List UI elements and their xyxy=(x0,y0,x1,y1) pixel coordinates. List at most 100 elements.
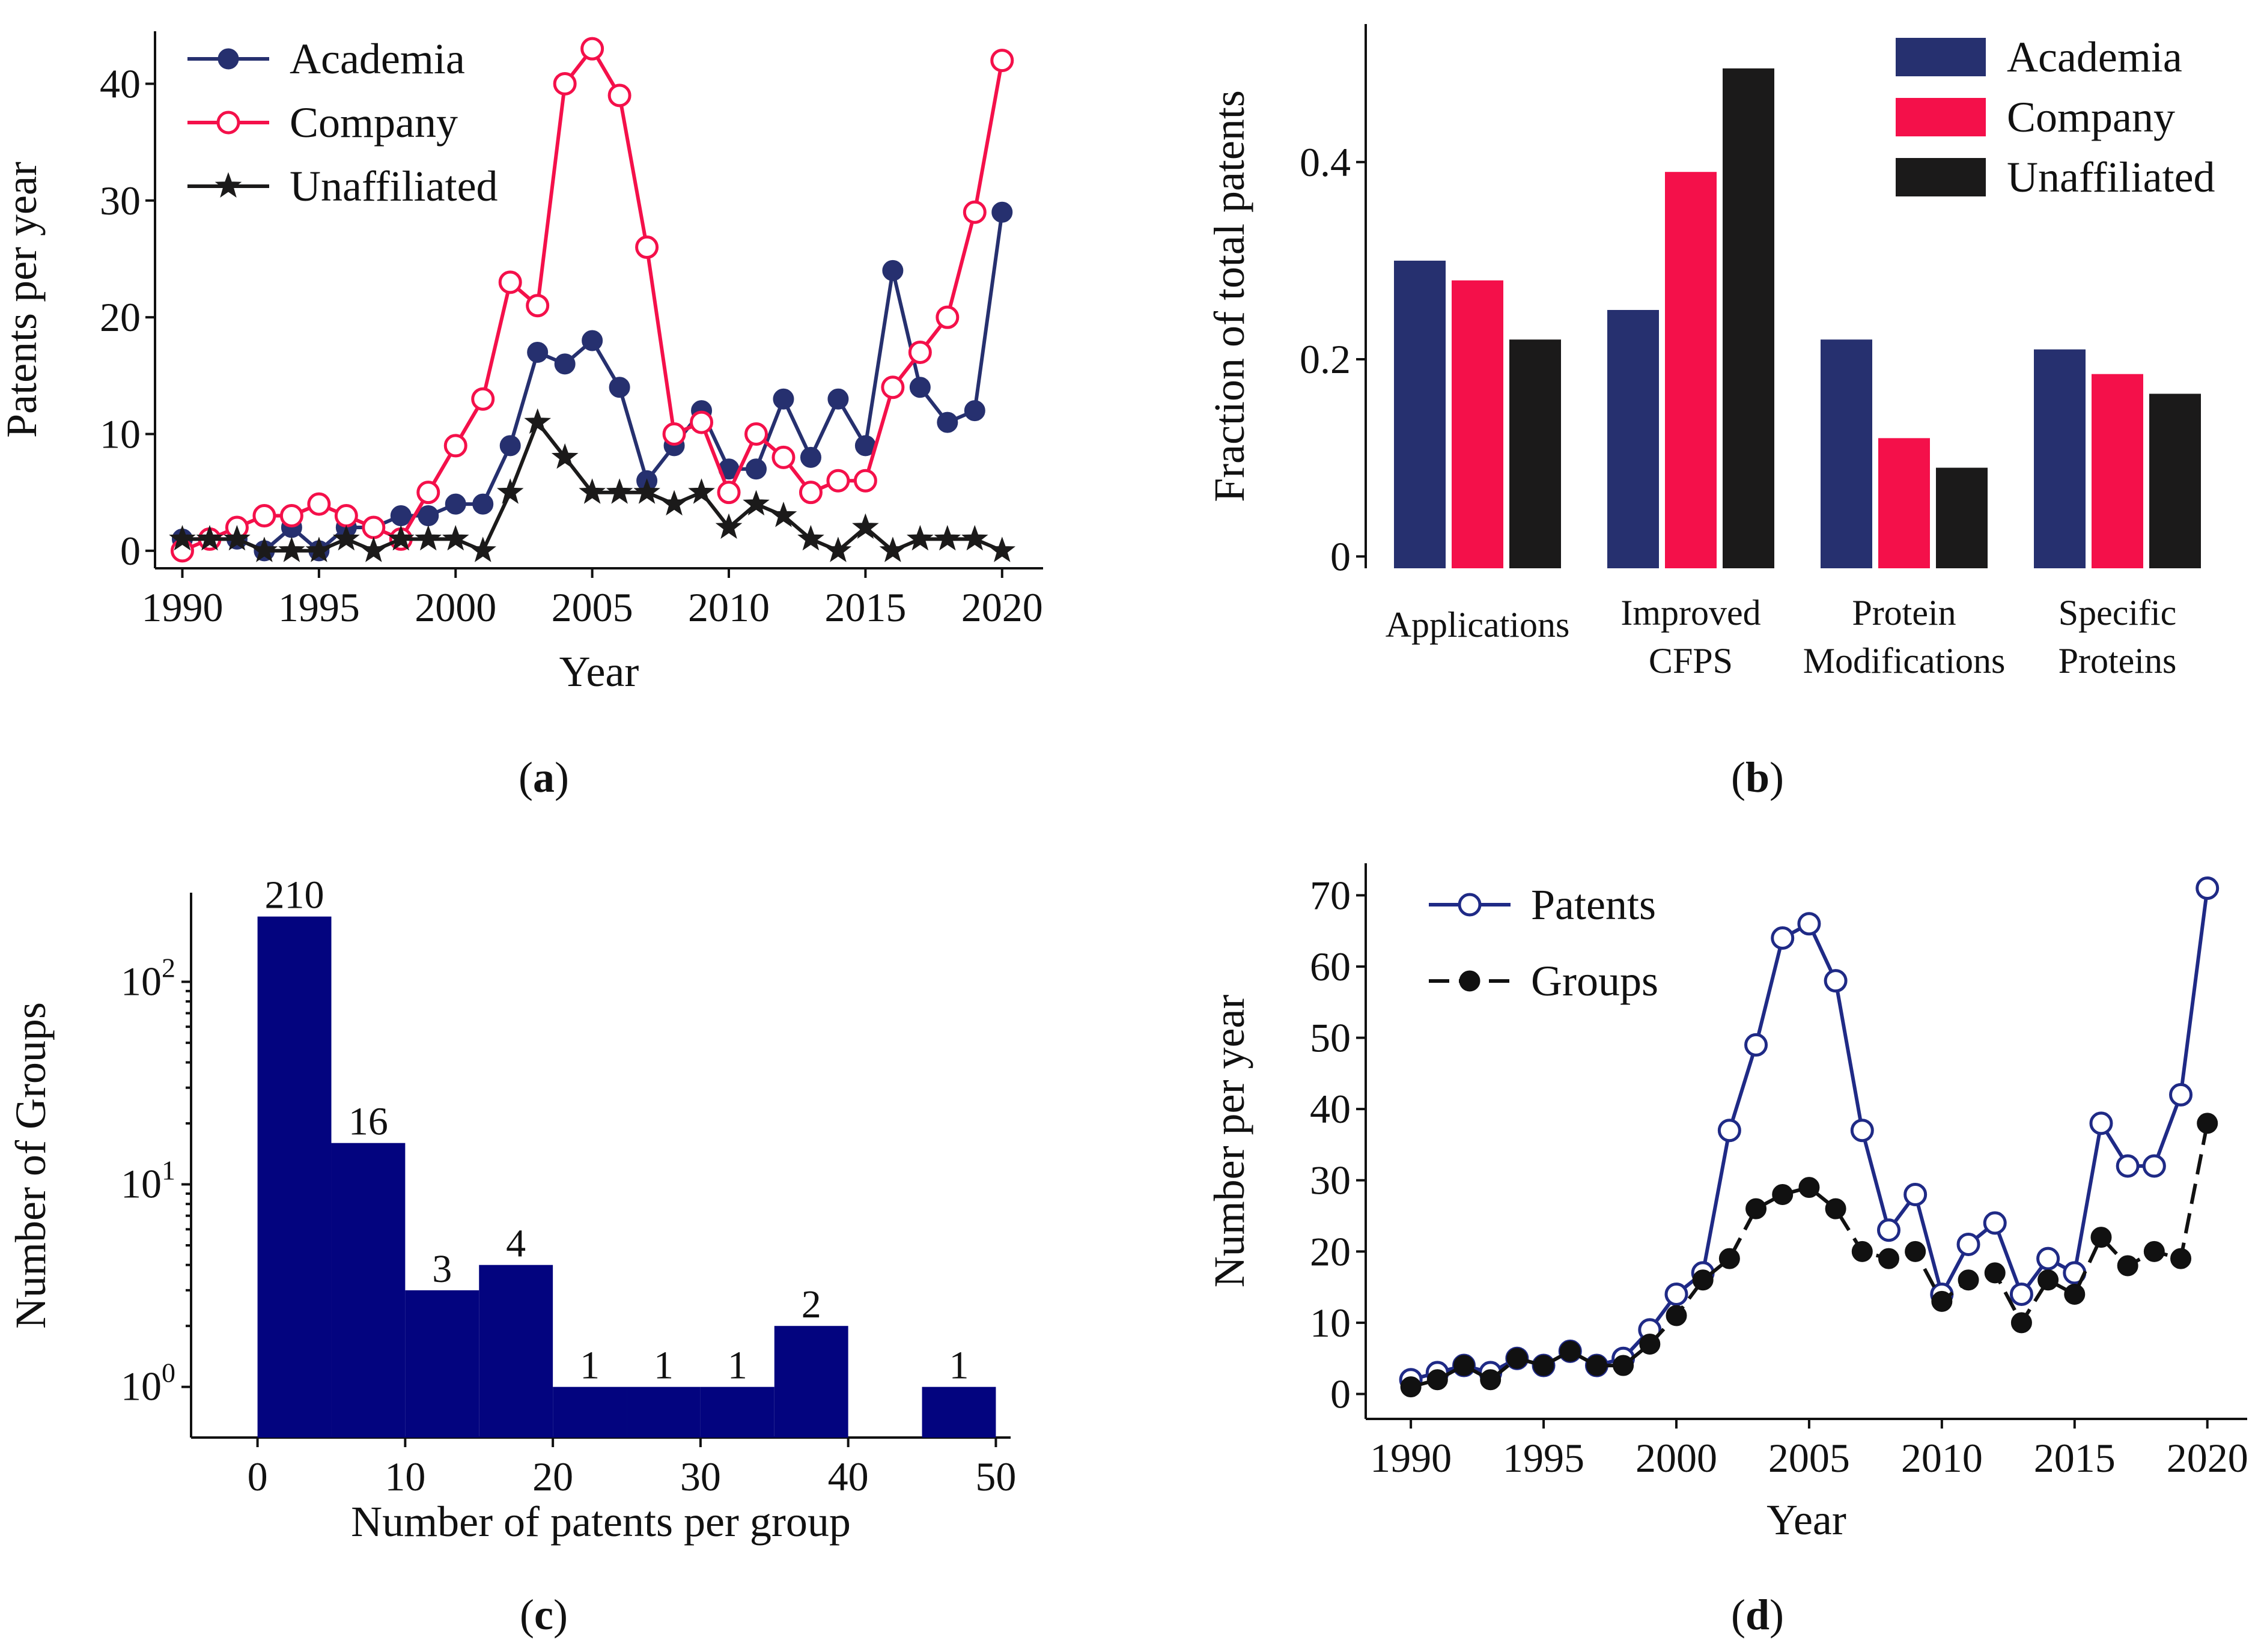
panel-c-bin xyxy=(774,1326,848,1438)
panel-a-company-point xyxy=(881,375,905,399)
panel-b-bar-academia xyxy=(1821,339,1872,568)
panel-b-y-tick-label: 0.4 xyxy=(1300,139,1351,185)
panel-a-company-point xyxy=(853,469,877,493)
panel-a-unaffiliated-point xyxy=(332,524,360,551)
panel-d-x-axis-label: Year xyxy=(1766,1496,1846,1544)
panel-a-unaffiliated-point xyxy=(743,490,770,516)
panel-d-patents-point xyxy=(1850,1119,1874,1143)
panel-d-patents-point xyxy=(2196,876,2220,900)
panel-a-unaffiliated-point xyxy=(360,536,388,562)
panel-a-legend-marker-company xyxy=(216,111,240,135)
panel-a-unaffiliated-point xyxy=(606,478,633,504)
panel-d-groups-point xyxy=(1825,1198,1846,1219)
panel-c-bin-label: 1 xyxy=(728,1344,747,1388)
panel-a-company-point xyxy=(799,481,823,505)
panel-c-x-axis-label: Number of patents per group xyxy=(351,1498,851,1546)
panel-d-patents-point xyxy=(1664,1282,1688,1306)
panel-a-company-point xyxy=(471,387,495,411)
panel-d-patents-point xyxy=(1956,1232,1980,1256)
panel-d-legend-label-groups: Groups xyxy=(1531,957,1658,1005)
panel-a-academia-point xyxy=(882,260,904,281)
panel-a-unaffiliated-point xyxy=(388,524,415,551)
panel-a-company-point xyxy=(580,37,604,61)
panel-d-y-tick-label: 20 xyxy=(1310,1228,1351,1274)
panel-b-category-label: Applications xyxy=(1386,605,1570,645)
panel-label-b: (b) xyxy=(1731,753,1784,801)
panel-a-company-point xyxy=(936,305,960,329)
panel-a-company-point xyxy=(307,492,331,516)
panel-c-x-tick-label: 50 xyxy=(975,1454,1016,1499)
panel-a-company-point xyxy=(771,445,796,469)
panel-a-legend-label-unaffiliated: Unaffiliated xyxy=(290,162,498,210)
panel-a-series-unaffiliated xyxy=(169,408,1016,562)
panel-b-bar-academia xyxy=(1607,309,1659,568)
panel-a-legend-label-company: Company xyxy=(290,99,458,147)
panel-d-groups-point xyxy=(1666,1305,1687,1326)
panel-a-company-point xyxy=(334,504,358,528)
panel-d-groups-point xyxy=(1984,1262,2006,1284)
panel-a-legend-marker-unaffiliated xyxy=(215,172,242,198)
panel-c-x-tick-label: 10 xyxy=(385,1454,425,1499)
panel-a-unaffiliated-point xyxy=(988,536,1016,562)
panel-a-unaffiliated-point xyxy=(824,536,852,562)
panel-a-academia-point xyxy=(582,330,603,351)
panel-d-series-patents xyxy=(1399,876,2220,1392)
panel-d-groups-point xyxy=(1958,1269,1979,1291)
panel-d-patents-point xyxy=(1876,1218,1900,1242)
panel-b-bar-chart: 0 0.2 0.4 Fraction of total patents Applicat… xyxy=(1205,24,2215,681)
panel-d-groups-point xyxy=(1453,1355,1474,1376)
panel-d-x-tick-label: 2000 xyxy=(1636,1435,1717,1481)
panel-a-unaffiliated-point xyxy=(633,478,660,504)
panel-a-company-point xyxy=(744,422,768,446)
panel-a-x-axis-label: Year xyxy=(559,648,639,696)
panel-b-bar-academia xyxy=(1394,260,1446,568)
panel-a-unaffiliated-point xyxy=(906,524,934,551)
panel-d-groups-point xyxy=(2170,1248,2192,1269)
panel-label-b-open: ( xyxy=(1731,753,1745,801)
panel-c-bin-label: 2 xyxy=(802,1283,821,1326)
panel-a-unaffiliated-point xyxy=(496,478,524,504)
panel-d-groups-point xyxy=(1559,1340,1581,1362)
panel-b-legend-swatch-company xyxy=(1896,98,1986,136)
panel-b-legend-swatch-academia xyxy=(1896,38,1986,76)
panel-label-d-close: ) xyxy=(1770,1591,1784,1639)
panel-d-groups-point xyxy=(2143,1241,2165,1262)
panel-a-academia-point xyxy=(909,377,931,398)
panel-a-unaffiliated-point xyxy=(196,524,224,551)
panel-a-company-point xyxy=(990,49,1014,73)
panel-a-academia-point xyxy=(445,493,466,515)
panel-c-y-tick-exponent: 0 xyxy=(162,1358,175,1388)
panel-d-patents-point xyxy=(1717,1119,1741,1143)
panel-a-unaffiliated-point xyxy=(169,524,196,551)
panel-a-academia-point xyxy=(937,411,958,433)
panel-a-unaffiliated-point xyxy=(551,443,579,469)
panel-c-bin xyxy=(700,1386,774,1438)
panel-c-y-tick-base: 10 xyxy=(121,1364,162,1409)
panel-b-legend-label-unaffiliated: Unaffiliated xyxy=(2007,153,2215,201)
panel-a-academia-point xyxy=(390,505,412,527)
panel-a-unaffiliated-point xyxy=(797,524,824,551)
panel-a-academia-point xyxy=(499,435,521,457)
panel-c-bin-label: 16 xyxy=(348,1100,388,1144)
panel-c-bin-label: 1 xyxy=(580,1344,600,1388)
panel-a-company-point xyxy=(443,434,467,458)
panel-d-y-tick-label: 10 xyxy=(1310,1300,1351,1346)
panel-c-y-tick-label: 102 xyxy=(121,952,175,1004)
panel-a-legend-marker-academia xyxy=(218,48,239,70)
panel-c-x-tick-label: 40 xyxy=(828,1454,869,1499)
panel-a-academia-line xyxy=(182,211,1004,553)
panel-d-groups-point xyxy=(2090,1227,2112,1248)
panel-a-unaffiliated-point xyxy=(524,408,552,434)
panel-d-groups-point xyxy=(2037,1269,2059,1291)
panel-d-patents-point xyxy=(1824,969,1848,993)
panel-d-y-tick-label: 70 xyxy=(1310,872,1351,918)
panel-a-company-point xyxy=(908,340,932,364)
panel-d-y-tick-label: 60 xyxy=(1310,944,1351,989)
panel-a-unaffiliated-point xyxy=(224,524,251,551)
panel-a-company-point xyxy=(279,504,303,528)
panel-a-academia-point xyxy=(800,446,821,468)
panel-a-y-tick-label: 0 xyxy=(120,528,141,574)
panel-a-x-tick-label: 2005 xyxy=(552,585,633,630)
